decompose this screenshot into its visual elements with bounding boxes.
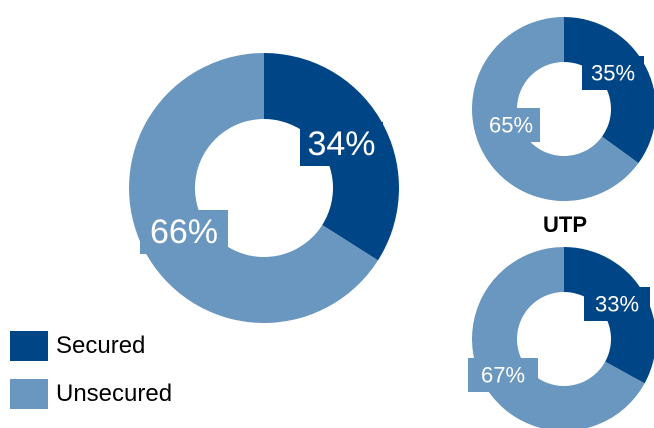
data-label-unsecured: 66% [150,213,218,251]
data-label-box-unsecured [140,210,228,254]
chart-title-utp: UTP [543,212,587,237]
legend-label-unsecured: Unsecured [56,380,173,407]
legend-item-unsecured: Unsecured [10,378,172,410]
donut-chart-3: 33% 67% [468,247,654,428]
data-label-box-secured [584,287,650,321]
slice-secured [564,17,654,164]
legend: Secured Unsecured [10,330,172,426]
data-label-box-unsecured [482,108,540,142]
donut-chart-1: 34% 66% [129,53,399,323]
legend-item-secured: Secured [10,330,172,362]
donut-chart-2: 35% 65% [472,17,654,201]
data-label-secured: 34% [307,125,375,163]
legend-label-secured: Secured [56,332,146,359]
data-label-unsecured: 65% [489,113,533,138]
data-label-unsecured: 67% [481,363,525,388]
data-label-secured: 35% [591,61,635,86]
legend-swatch-unsecured [10,379,48,409]
data-label-secured: 33% [595,292,639,317]
slice-unsecured [129,53,378,323]
data-label-box-unsecured [468,358,538,392]
data-label-box-secured [582,56,644,90]
data-label-box-secured [300,122,383,166]
slice-unsecured [472,17,639,201]
legend-swatch-secured [10,331,48,361]
